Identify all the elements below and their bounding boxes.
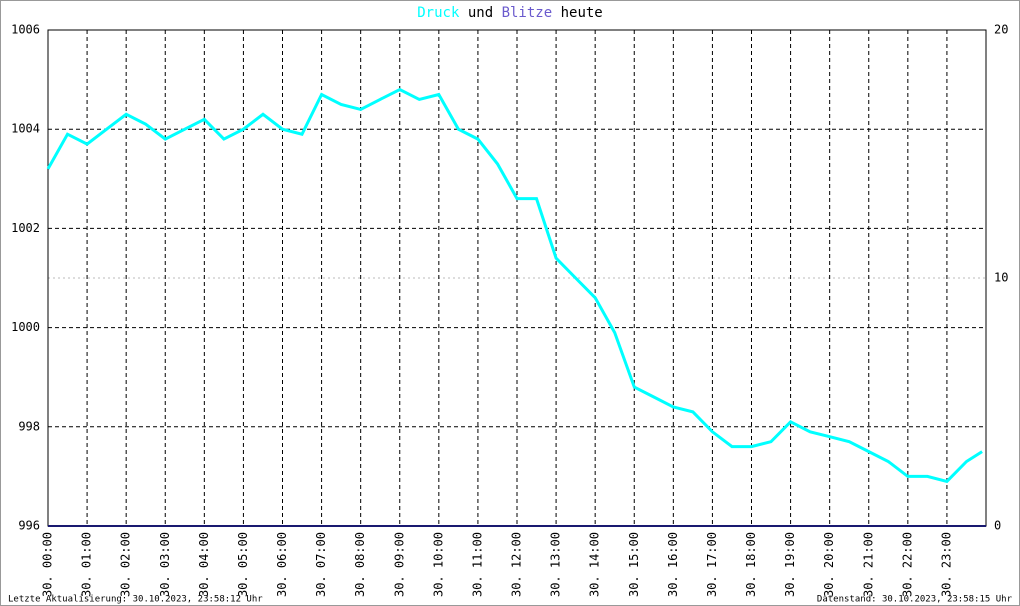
y2-tick-label: 20: [994, 23, 1008, 37]
y-tick-label: 1004: [11, 122, 40, 136]
x-tick-label: 30. 18:00: [744, 532, 758, 597]
x-tick-label: 30. 04:00: [197, 532, 211, 597]
y-tick-label: 1006: [11, 23, 40, 37]
x-tick-label: 30. 15:00: [627, 532, 641, 597]
x-tick-label: 30. 02:00: [119, 532, 133, 597]
footer-right: Datenstand: 30.10.2023, 23:58:15 Uhr: [817, 595, 1013, 605]
x-tick-label: 30. 16:00: [666, 532, 680, 597]
series-line: [46, 87, 983, 484]
x-tick-label: 30. 20:00: [822, 532, 836, 597]
x-tick-label: 30. 03:00: [158, 532, 172, 597]
title-word: heute: [561, 5, 603, 21]
x-tick-label: 30. 19:00: [783, 532, 797, 597]
title-word: und: [468, 5, 493, 21]
title-word: Druck: [417, 5, 460, 21]
x-tick-label: 30. 08:00: [353, 532, 367, 597]
y2-tick-label: 10: [994, 271, 1008, 285]
y-tick-label: 998: [18, 419, 40, 433]
y2-tick-label: 0: [994, 519, 1001, 533]
x-tick-label: 30. 23:00: [939, 532, 953, 597]
x-tick-label: 30. 01:00: [80, 532, 94, 597]
x-tick-label: 30. 12:00: [510, 532, 524, 597]
x-tick-label: 30. 17:00: [705, 532, 719, 597]
x-tick-label: 30. 14:00: [588, 532, 602, 597]
x-tick-label: 30. 05:00: [236, 532, 250, 597]
x-tick-label: 30. 10:00: [431, 532, 445, 597]
x-tick-label: 30. 06:00: [275, 532, 289, 597]
x-tick-label: 30. 07:00: [314, 532, 328, 597]
title-word: Blitze: [502, 5, 553, 21]
x-tick-label: 30. 22:00: [900, 532, 914, 597]
x-tick-label: 30. 09:00: [392, 532, 406, 597]
x-tick-label: 30. 00:00: [41, 532, 55, 597]
y-tick-label: 1002: [11, 221, 40, 235]
chart-title: Druck und Blitze heute: [417, 5, 603, 21]
x-tick-label: 30. 13:00: [549, 532, 563, 597]
y-tick-label: 1000: [11, 320, 40, 334]
x-tick-label: 30. 21:00: [861, 532, 875, 597]
y-tick-label: 996: [18, 519, 40, 533]
x-tick-label: 30. 11:00: [470, 532, 484, 597]
footer-left: Letzte Aktualisierung: 30.10.2023, 23:58…: [8, 595, 263, 605]
